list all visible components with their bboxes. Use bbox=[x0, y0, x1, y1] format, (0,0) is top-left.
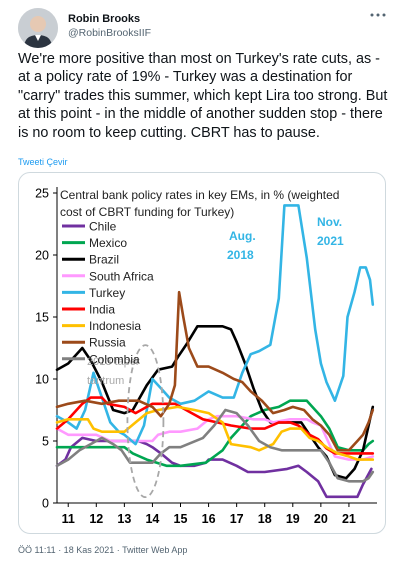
chart-annotation: 2018 bbox=[227, 248, 254, 262]
x-tick-label: 12 bbox=[89, 512, 103, 526]
chart-annotation: tantrum bbox=[87, 375, 124, 387]
series-line-colombia bbox=[55, 408, 375, 483]
y-tick-label: 20 bbox=[35, 249, 49, 263]
legend-label: India bbox=[89, 303, 115, 317]
x-tick-label: 11 bbox=[62, 512, 75, 526]
y-tick-label: 15 bbox=[35, 311, 49, 325]
chart-legend: Chile Mexico Brazil South Africa Turkey India… bbox=[62, 220, 154, 366]
x-tick-label: 16 bbox=[202, 512, 216, 526]
chart-overlay: 2013 taper tantrum Aug. 2018 Nov. 2021 bbox=[87, 215, 344, 499]
x-tick-label: 21 bbox=[342, 512, 356, 526]
chart-annotation: Aug. bbox=[229, 229, 256, 243]
x-tick-label: 18 bbox=[258, 512, 272, 526]
legend-label: South Africa bbox=[89, 269, 154, 283]
x-tick-label: 15 bbox=[174, 512, 188, 526]
translate-tweet-link[interactable]: Tweeti Çevir bbox=[18, 157, 68, 167]
x-tick-label: 20 bbox=[314, 512, 328, 526]
series-line-mexico bbox=[55, 399, 375, 468]
y-tick-label: 5 bbox=[42, 435, 49, 449]
tweet-text: We're more positive than most on Turkey'… bbox=[18, 51, 388, 141]
legend-label: Russia bbox=[89, 336, 126, 350]
tweet-header: Robin Brooks @RobinBrooksIIF bbox=[18, 8, 388, 48]
x-tick-label: 19 bbox=[286, 512, 300, 526]
chart-annotation: Nov. bbox=[317, 215, 342, 229]
y-tick-label: 25 bbox=[35, 187, 49, 201]
chart-title-line: cost of CBRT funding for Turkey) bbox=[60, 205, 234, 219]
x-tick-label: 13 bbox=[117, 512, 131, 526]
series-line-russia bbox=[55, 290, 375, 452]
series-line-south-africa bbox=[55, 414, 375, 461]
taper-tantrum-ellipse bbox=[126, 344, 165, 499]
series-line-indonesia bbox=[55, 405, 375, 461]
series-line-india bbox=[55, 396, 375, 455]
legend-label: Turkey bbox=[89, 286, 125, 300]
chart-image[interactable]: 0 5 10 15 20 25 11 12 13 14 15 16 17 18 19 20 21 Central … bbox=[18, 172, 386, 534]
legend-label: Indonesia bbox=[89, 319, 141, 333]
y-tick-label: 10 bbox=[35, 373, 49, 387]
chart-annotation: 2013 taper bbox=[87, 356, 140, 368]
chart-title-line: Central bank policy rates in key EMs, in… bbox=[60, 188, 339, 202]
tweet-timestamp[interactable]: ÖÖ 11:11 · 18 Kas 2021 · Twitter Web App bbox=[18, 545, 188, 555]
more-options-icon[interactable] bbox=[370, 12, 386, 18]
author-handle[interactable]: @RobinBrooksIIF bbox=[68, 27, 152, 39]
avatar-image bbox=[18, 8, 58, 48]
x-tick-label: 14 bbox=[145, 512, 159, 526]
avatar[interactable] bbox=[18, 8, 58, 48]
author-display-name[interactable]: Robin Brooks bbox=[68, 13, 141, 25]
series-line-turkey bbox=[55, 204, 375, 446]
legend-label: Mexico bbox=[89, 236, 127, 250]
chart-series bbox=[55, 204, 375, 499]
legend-label: Brazil bbox=[89, 253, 119, 267]
y-tick-label: 0 bbox=[42, 497, 49, 511]
chart-annotation: 2021 bbox=[317, 234, 344, 248]
legend-label: Chile bbox=[89, 220, 117, 234]
legend-label: Colombia bbox=[89, 352, 140, 366]
x-tick-label: 17 bbox=[230, 512, 244, 526]
